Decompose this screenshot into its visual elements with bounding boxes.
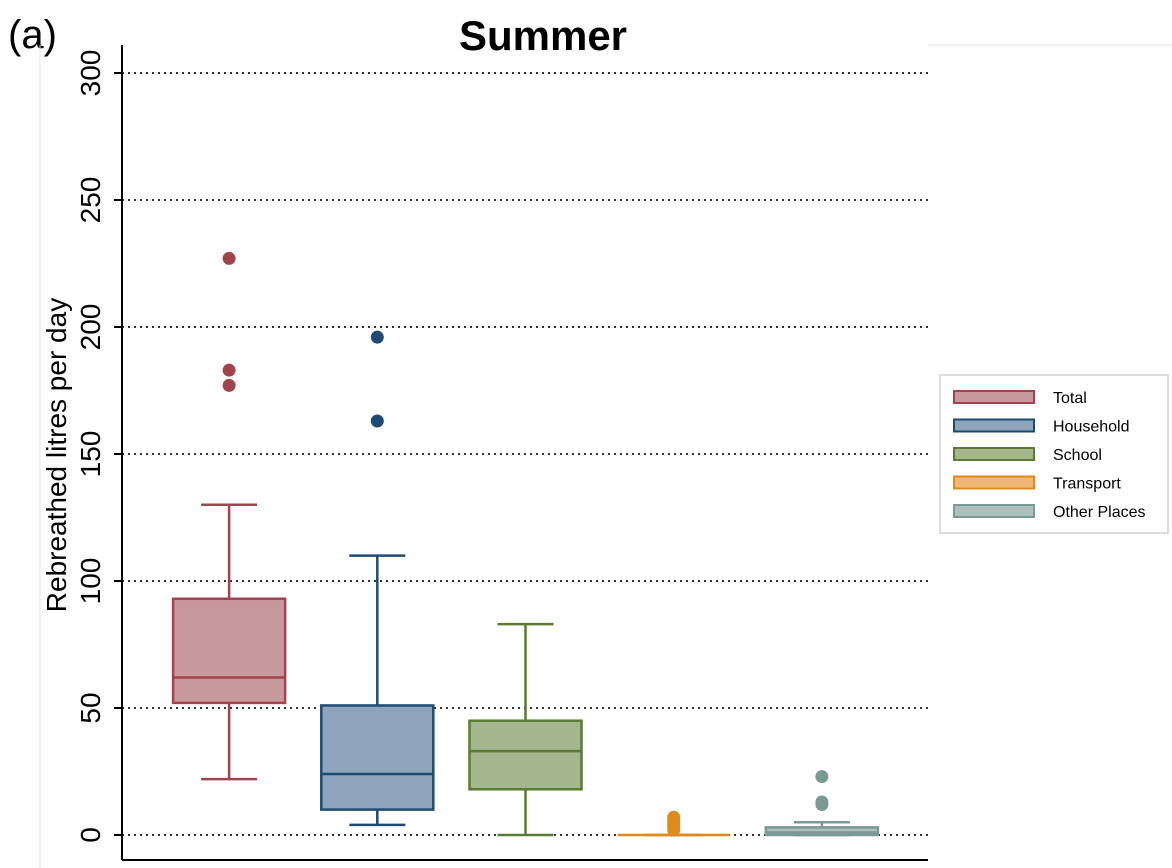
outlier-point: [815, 770, 829, 784]
box-total: [171, 251, 287, 781]
legend-swatch: [953, 390, 1035, 404]
y-tick-label: 50: [75, 692, 106, 723]
axes: 0 50 100 150 200 250 300: [39, 44, 1172, 868]
legend-label: Transport: [1053, 476, 1121, 493]
outlier-point: [667, 810, 681, 824]
outlier-point: [370, 414, 384, 428]
outlier-point: [370, 330, 384, 344]
y-tick-label: 200: [75, 304, 106, 351]
box-iqr: [171, 597, 287, 705]
panel-label: (a): [8, 13, 57, 57]
legend-label: Household: [1053, 419, 1130, 436]
box-iqr: [468, 719, 583, 791]
box-school: [468, 622, 583, 837]
y-tick-label: 250: [75, 177, 106, 224]
outlier-point: [222, 363, 236, 377]
legend: Total Household School Transport Other Place…: [939, 374, 1169, 534]
legend-label: Other Places: [1053, 504, 1145, 521]
chart-title: Summer: [459, 12, 627, 59]
boxes: [171, 251, 880, 837]
y-tick-label: 100: [75, 558, 106, 605]
box-transport: [617, 810, 730, 837]
box-iqr: [320, 704, 435, 811]
legend-swatch: [953, 447, 1035, 461]
legend-swatch: [953, 475, 1035, 490]
legend-label: Total: [1053, 390, 1087, 407]
y-tick-label: 300: [75, 50, 106, 97]
outlier-point: [222, 251, 236, 265]
y-tick-label: 150: [75, 431, 106, 478]
outlier-point: [222, 378, 236, 392]
legend-label: School: [1053, 447, 1102, 464]
y-axis-label: Rebreathed litres per day: [41, 298, 72, 612]
box-other-places: [764, 770, 880, 837]
legend-swatch: [953, 504, 1035, 518]
legend-swatch: [953, 418, 1035, 433]
y-tick-label: 0: [75, 827, 106, 843]
outlier-point: [815, 798, 829, 812]
box-household: [320, 330, 435, 827]
box-iqr: [764, 826, 880, 837]
